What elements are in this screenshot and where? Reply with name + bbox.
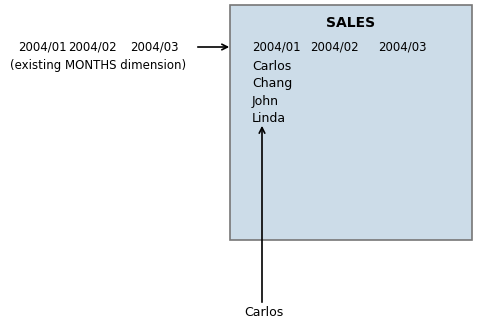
Text: (existing MONTHS dimension): (existing MONTHS dimension)	[10, 59, 186, 71]
Text: Carlos: Carlos	[244, 306, 283, 318]
Text: SALES: SALES	[326, 16, 375, 30]
Bar	[230, 5, 472, 240]
Text: 2004/03: 2004/03	[378, 41, 427, 53]
Text: 2004/02: 2004/02	[310, 41, 359, 53]
Text: Carlos: Carlos	[252, 60, 291, 74]
Text: 2004/02: 2004/02	[68, 41, 117, 53]
Text: John: John	[252, 94, 279, 108]
Text: 2004/03: 2004/03	[130, 41, 179, 53]
Text: 2004/01: 2004/01	[252, 41, 300, 53]
Text: Linda: Linda	[252, 111, 286, 124]
Text: 2004/01: 2004/01	[18, 41, 67, 53]
Text: Chang: Chang	[252, 77, 292, 91]
